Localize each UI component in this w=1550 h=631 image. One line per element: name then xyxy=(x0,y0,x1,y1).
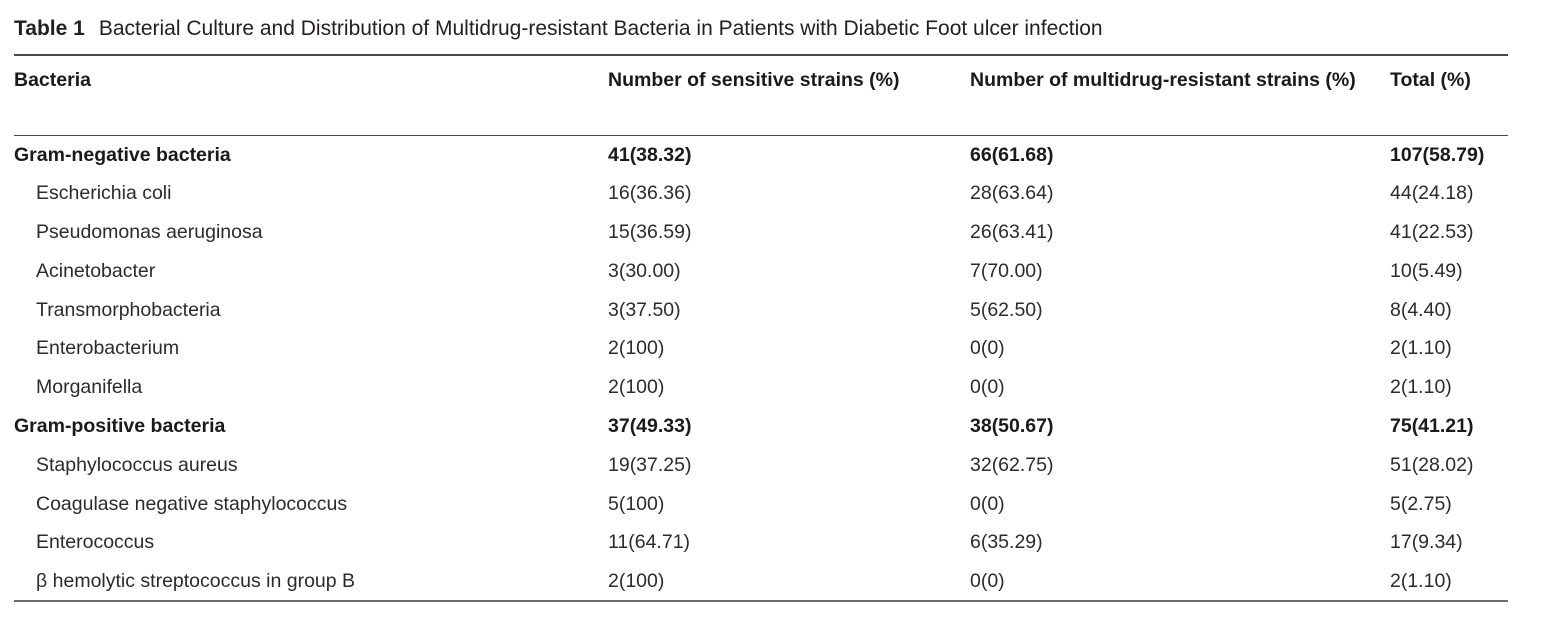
cell-sensitive-strains: 3(37.50) xyxy=(608,298,681,321)
cell-sensitive-strains: 11(64.71) xyxy=(608,531,691,554)
cell-resistant-strains: 7(70.00) xyxy=(970,259,1043,282)
table-label: Table 1 xyxy=(14,17,85,40)
cell-total: 44(24.18) xyxy=(1390,182,1474,205)
cell-sensitive-strains: 15(36.59) xyxy=(608,220,692,243)
table-header: Bacteria Number of sensitive strains (%)… xyxy=(14,55,1508,136)
table-row: Acinetobacter 3(30.00) 7(70.00) 10(5.49) xyxy=(14,251,1508,290)
cell-resistant-strains: 38(50.67) xyxy=(970,414,1054,437)
table-row: Enterococcus 11(64.71) 6(35.29) 17(9.34) xyxy=(14,523,1508,562)
cell-total: 17(9.34) xyxy=(1390,531,1463,554)
column-header-total: Total (%) xyxy=(1390,55,1508,136)
cell-sensitive-strains: 2(100) xyxy=(608,569,665,592)
cell-total: 8(4.40) xyxy=(1390,298,1452,321)
cell-total: 2(1.10) xyxy=(1390,569,1452,592)
column-header-multidrug-resistant-strains: Number of multidrug-resistant strains (%… xyxy=(970,55,1390,136)
cell-resistant-strains: 28(63.64) xyxy=(970,182,1054,205)
cell-bacteria: β hemolytic streptococcus in group B xyxy=(36,569,356,592)
table-row: Escherichia coli 16(36.36) 28(63.64) 44(24.… xyxy=(14,174,1508,213)
cell-bacteria: Gram-negative bacteria xyxy=(14,143,231,166)
header-row: Bacteria Number of sensitive strains (%)… xyxy=(14,55,1508,136)
table-row: Transmorphobacteria 3(37.50) 5(62.50) 8(4.4… xyxy=(14,290,1508,329)
cell-bacteria: Coagulase negative staphylococcus xyxy=(36,492,348,515)
cell-resistant-strains: 0(0) xyxy=(970,492,1005,515)
cell-resistant-strains: 66(61.68) xyxy=(970,143,1054,166)
cell-bacteria: Transmorphobacteria xyxy=(36,298,221,321)
cell-sensitive-strains: 19(37.25) xyxy=(608,453,692,476)
cell-total: 5(2.75) xyxy=(1390,492,1452,515)
cell-bacteria: Gram-positive bacteria xyxy=(14,414,226,437)
table-row: Gram-positive bacteria 37(49.33) 38(50.67)… xyxy=(14,407,1508,446)
cell-total: 41(22.53) xyxy=(1390,220,1474,243)
cell-total: 107(58.79) xyxy=(1390,143,1485,166)
cell-sensitive-strains: 2(100) xyxy=(608,337,665,360)
cell-total: 2(1.10) xyxy=(1390,376,1452,399)
table-row: Enterobacterium 2(100) 0(0) 2(1.10) xyxy=(14,329,1508,368)
cell-sensitive-strains: 37(49.33) xyxy=(608,414,692,437)
cell-bacteria: Acinetobacter xyxy=(36,259,156,282)
cell-sensitive-strains: 41(38.32) xyxy=(608,143,692,166)
table-row: Pseudomonas aeruginosa 15(36.59) 26(63.41)… xyxy=(14,213,1508,252)
cell-sensitive-strains: 16(36.36) xyxy=(608,182,692,205)
table-row: Staphylococcus aureus 19(37.25) 32(62.75) 5… xyxy=(14,445,1508,484)
table-caption: Table 1 Bacterial Culture and Distributio… xyxy=(14,12,1508,54)
column-header-bacteria: Bacteria xyxy=(14,55,608,136)
cell-resistant-strains: 0(0) xyxy=(970,337,1005,360)
cell-sensitive-strains: 2(100) xyxy=(608,376,665,399)
cell-bacteria: Morganifella xyxy=(36,376,143,399)
cell-resistant-strains: 0(0) xyxy=(970,569,1005,592)
table-row: β hemolytic streptococcus in group B 2(10… xyxy=(14,562,1508,601)
table-row: Morganifella 2(100) 0(0) 2(1.10) xyxy=(14,368,1508,407)
cell-sensitive-strains: 3(30.00) xyxy=(608,259,681,282)
cell-bacteria: Pseudomonas aeruginosa xyxy=(36,220,263,243)
cell-bacteria: Staphylococcus aureus xyxy=(36,453,238,476)
table-body: Gram-negative bacteria 41(38.32) 66(61.68)… xyxy=(14,135,1508,601)
cell-resistant-strains: 5(62.50) xyxy=(970,298,1043,321)
cell-resistant-strains: 32(62.75) xyxy=(970,453,1054,476)
cell-total: 2(1.10) xyxy=(1390,337,1452,360)
cell-sensitive-strains: 5(100) xyxy=(608,492,665,515)
cell-total: 10(5.49) xyxy=(1390,259,1463,282)
cell-total: 75(41.21) xyxy=(1390,414,1474,437)
cell-resistant-strains: 0(0) xyxy=(970,376,1005,399)
cell-resistant-strains: 26(63.41) xyxy=(970,220,1054,243)
cell-bacteria: Enterobacterium xyxy=(36,337,180,360)
cell-bacteria: Escherichia coli xyxy=(36,182,172,205)
column-header-sensitive-strains: Number of sensitive strains (%) xyxy=(608,55,970,136)
cell-total: 51(28.02) xyxy=(1390,453,1474,476)
table-title: Bacterial Culture and Distribution of Mu… xyxy=(98,17,1103,40)
cell-resistant-strains: 6(35.29) xyxy=(970,531,1043,554)
cell-bacteria: Enterococcus xyxy=(36,531,155,554)
table-row: Coagulase negative staphylococcus 5(100) 0… xyxy=(14,484,1508,523)
table-row: Gram-negative bacteria 41(38.32) 66(61.68)… xyxy=(14,135,1508,174)
bacteria-table: Bacteria Number of sensitive strains (%)… xyxy=(14,54,1508,602)
